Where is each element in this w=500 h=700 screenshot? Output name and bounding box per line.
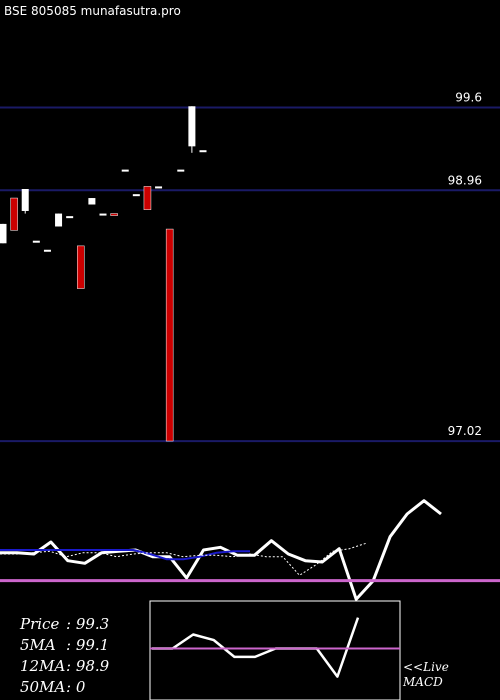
candle [0, 223, 7, 244]
candlestick-series [0, 106, 207, 442]
live-label: <<Live [403, 660, 449, 674]
candle [88, 198, 96, 205]
price-level-labels: 99.6 98.96 97.02 [448, 91, 482, 439]
candle [32, 240, 40, 243]
indicator-ma-line [0, 549, 250, 561]
indicator-dotted-line [0, 542, 367, 576]
candle [110, 213, 118, 216]
stat-label: Price [19, 615, 59, 633]
candle [55, 213, 63, 227]
stat-label: 5MA [20, 636, 56, 654]
price-level-label: 98.96 [448, 173, 482, 187]
candle [121, 169, 129, 172]
stat-label: 50MA [20, 678, 65, 696]
candle [132, 194, 140, 197]
stat-value: : 0 [66, 678, 86, 696]
candle [10, 197, 18, 231]
stat-value: : 99.1 [66, 636, 109, 654]
candle [177, 169, 185, 172]
candle [143, 186, 152, 210]
price-level-lines [0, 106, 500, 443]
macd-line [152, 617, 360, 678]
candle [199, 150, 207, 153]
macd-panel-frame [149, 600, 401, 700]
candle [21, 189, 29, 211]
candle [99, 213, 107, 216]
macd-panel [149, 600, 401, 700]
indicator-panel [0, 499, 500, 601]
candle [77, 245, 85, 289]
price-level-label: 97.02 [448, 424, 482, 438]
candle [188, 106, 196, 147]
candle [66, 216, 74, 219]
macd-label: MACD [402, 675, 443, 689]
stat-label: 12MA [20, 657, 65, 675]
indicator-main-line [0, 499, 442, 601]
stat-value: : 99.3 [66, 615, 109, 633]
candle [155, 186, 163, 189]
stat-value: : 98.9 [66, 657, 110, 675]
candle [165, 228, 174, 442]
price-level-label: 99.6 [455, 91, 482, 105]
chart-title: BSE 805085 munafasutra.pro [4, 4, 181, 18]
candle [43, 249, 51, 252]
